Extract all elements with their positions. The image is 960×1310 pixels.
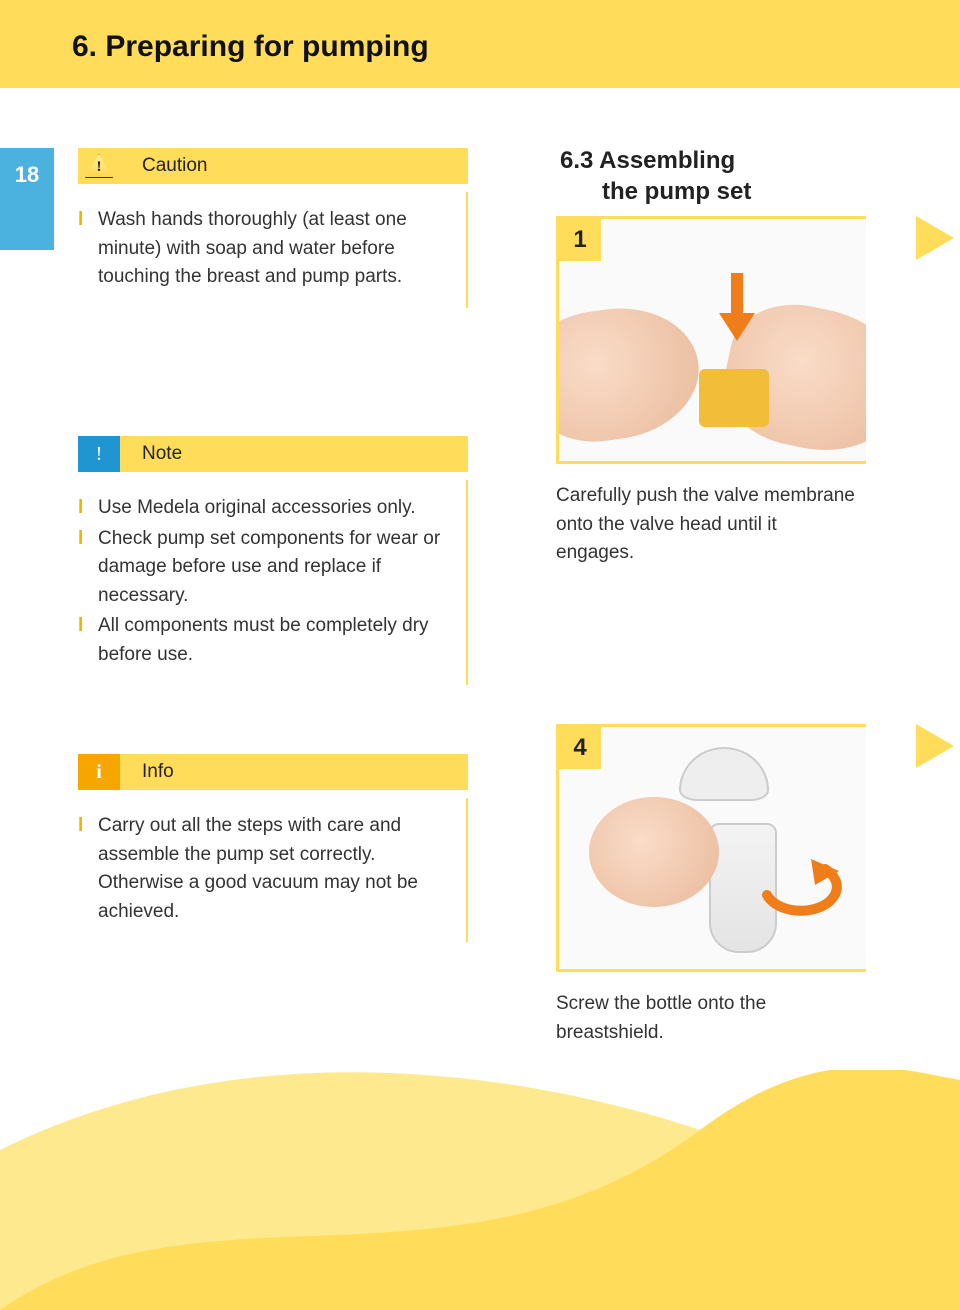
bullet-icon: l — [78, 812, 94, 926]
callout-note: ! Note l Use Medela original accessories… — [78, 436, 468, 685]
page-number-tab: 18 — [0, 148, 54, 250]
rotate-arrow-icon — [755, 857, 845, 937]
callout-item: l All components must be completely dry … — [78, 612, 448, 669]
subsection-title-line2: the pump set — [560, 178, 751, 205]
callout-item: l Check pump set components for wear or … — [78, 525, 448, 611]
page: 6. Preparing for pumping 18 ! Caution l … — [0, 0, 960, 1310]
callout-bar: i Info — [78, 754, 468, 790]
step-caption: Screw the bottle onto the breastshield. — [556, 990, 866, 1047]
step-image: 4 — [556, 724, 866, 972]
page-title: 6. Preparing for pumping — [72, 30, 429, 64]
info-icon: i — [78, 754, 120, 790]
callout-text: Wash hands thoroughly (at least one minu… — [98, 206, 448, 292]
callout-item: l Carry out all the steps with care and … — [78, 812, 448, 926]
bullet-icon: l — [78, 612, 94, 669]
illustration-hands-membrane — [559, 219, 866, 461]
callout-label: Info — [120, 754, 468, 790]
next-page-arrow-icon — [916, 724, 960, 768]
step-image: 1 — [556, 216, 866, 464]
callout-body: l Wash hands thoroughly (at least one mi… — [78, 192, 468, 308]
callout-caution: ! Caution l Wash hands thoroughly (at le… — [78, 148, 468, 308]
exclamation-icon: ! — [78, 436, 120, 472]
warning-triangle-icon: ! — [78, 148, 120, 184]
bullet-icon: l — [78, 494, 94, 523]
next-page-arrow-icon — [916, 216, 960, 260]
callout-item: l Wash hands thoroughly (at least one mi… — [78, 206, 448, 292]
callout-info: i Info l Carry out all the steps with ca… — [78, 754, 468, 942]
callout-text: Use Medela original accessories only. — [98, 494, 448, 523]
callout-bar: ! Caution — [78, 148, 468, 184]
callout-text: Check pump set components for wear or da… — [98, 525, 448, 611]
page-number: 18 — [15, 162, 39, 188]
callout-text: All components must be completely dry be… — [98, 612, 448, 669]
callout-label: Caution — [120, 148, 468, 184]
step-1: 1 Carefully push the valve membrane onto… — [556, 216, 866, 568]
step-4: 4 Screw the bottle onto the breastshield… — [556, 724, 866, 1047]
bullet-icon: l — [78, 206, 94, 292]
step-number: 4 — [559, 727, 601, 769]
step-caption: Carefully push the valve membrane onto t… — [556, 482, 866, 568]
bullet-icon: l — [78, 525, 94, 611]
callout-body: l Use Medela original accessories only. … — [78, 480, 468, 685]
callout-item: l Use Medela original accessories only. — [78, 494, 448, 523]
callout-body: l Carry out all the steps with care and … — [78, 798, 468, 942]
subsection-title-line1: 6.3 Assembling — [560, 147, 735, 174]
subsection-title: 6.3 Assembling the pump set — [560, 145, 751, 207]
callout-text: Carry out all the steps with care and as… — [98, 812, 448, 926]
callout-bar: ! Note — [78, 436, 468, 472]
down-arrow-icon — [717, 273, 757, 343]
callout-label: Note — [120, 436, 468, 472]
illustration-screw-bottle — [559, 727, 866, 969]
step-number: 1 — [559, 219, 601, 261]
